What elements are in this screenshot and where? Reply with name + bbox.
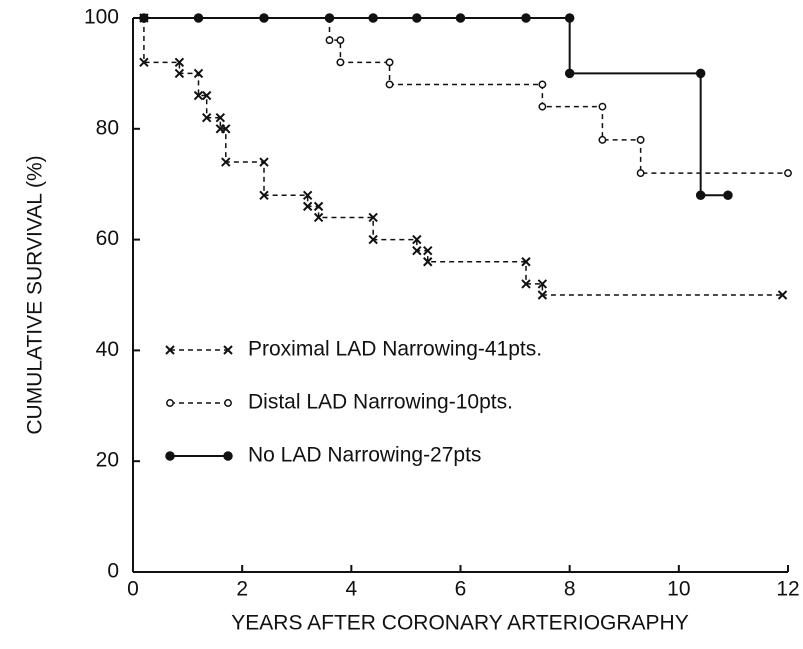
marker-x <box>537 279 548 289</box>
marker-filled <box>695 190 706 201</box>
marker-x <box>221 124 231 134</box>
y-tick-label: 0 <box>107 560 119 583</box>
marker-open <box>636 169 645 178</box>
x-tick-label: 0 <box>127 578 139 601</box>
y-tick-label: 20 <box>96 449 119 472</box>
series-line <box>328 18 788 174</box>
marker-x <box>174 68 185 79</box>
marker-x <box>165 345 175 355</box>
x-tick-label: 12 <box>776 578 799 601</box>
marker-x <box>259 190 269 200</box>
marker-open <box>166 399 174 407</box>
legend-label: Proximal LAD Narrowing-41pts. <box>248 338 542 361</box>
y-tick-label: 80 <box>96 116 119 139</box>
marker-x <box>412 245 422 256</box>
marker-open <box>336 36 345 45</box>
marker-x <box>193 90 204 101</box>
marker-filled <box>564 68 575 79</box>
marker-x <box>313 212 324 223</box>
marker-x <box>521 257 531 267</box>
marker-x <box>302 201 313 212</box>
marker-open <box>336 58 345 67</box>
marker-x <box>223 345 233 355</box>
marker-open <box>598 135 607 144</box>
marker-open <box>538 80 547 89</box>
y-tick-label: 40 <box>96 338 119 361</box>
x-axis-label: YEARS AFTER CORONARY ARTERIOGRAPHY <box>231 612 688 635</box>
x-tick-label: 6 <box>455 578 467 601</box>
y-tick-label: 100 <box>84 6 119 29</box>
marker-open <box>538 102 547 111</box>
marker-x <box>313 201 324 212</box>
marker-filled <box>455 13 466 23</box>
marker-filled <box>259 13 269 23</box>
marker-filled <box>165 451 175 461</box>
marker-filled <box>368 13 378 23</box>
marker-filled <box>564 13 575 23</box>
marker-x <box>201 90 212 101</box>
marker-x <box>259 157 269 167</box>
x-tick-label: 2 <box>236 578 248 601</box>
marker-open <box>784 169 792 178</box>
marker-filled <box>412 13 422 23</box>
marker-filled <box>324 13 335 23</box>
marker-x <box>423 245 433 256</box>
marker-x <box>139 57 149 68</box>
x-tick-label: 4 <box>345 578 357 601</box>
marker-x <box>201 113 212 123</box>
marker-x <box>412 234 422 245</box>
legend-label: No LAD Narrowing-27pts <box>248 444 481 467</box>
marker-x <box>193 68 204 79</box>
marker-open <box>385 80 394 89</box>
marker-x <box>302 190 313 200</box>
series-line <box>143 18 783 296</box>
marker-x <box>777 290 788 300</box>
marker-open <box>385 58 394 67</box>
marker-filled <box>695 68 706 79</box>
marker-filled <box>521 13 531 23</box>
marker-open <box>598 102 607 111</box>
marker-open <box>325 36 334 45</box>
marker-filled <box>139 13 149 23</box>
marker-x <box>423 257 433 267</box>
y-tick-label: 60 <box>96 227 119 250</box>
marker-open <box>636 135 645 144</box>
marker-x <box>521 279 531 289</box>
marker-x <box>174 57 185 68</box>
legend-label: Distal LAD Narrowing-10pts. <box>248 391 513 414</box>
marker-x <box>537 290 548 300</box>
marker-x <box>215 113 226 123</box>
marker-open <box>224 399 232 407</box>
marker-filled <box>193 13 204 23</box>
marker-filled <box>223 451 233 461</box>
marker-filled <box>723 190 733 201</box>
marker-x <box>368 212 378 223</box>
y-axis-label: CUMULATIVE SURVIVAL (%) <box>24 155 47 434</box>
marker-x <box>221 157 231 167</box>
x-tick-label: 10 <box>667 578 690 601</box>
marker-x <box>368 234 378 245</box>
x-tick-label: 8 <box>564 578 576 601</box>
